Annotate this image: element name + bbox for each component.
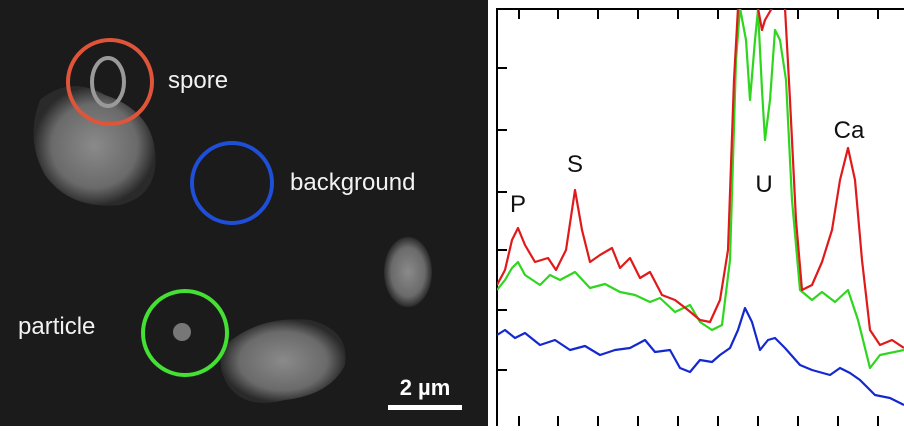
spore-marker [66,38,154,126]
particle-marker [141,289,229,377]
particle-body [173,323,191,341]
micrograph: spore background particle 2 µm [0,0,488,426]
tick-marks [497,9,879,426]
peak-label: P [510,191,526,218]
background-spectrum [497,306,904,406]
background-label: background [290,169,415,196]
peak-label: S [567,151,583,178]
peak-label: U [755,171,772,198]
left-ticks [497,67,507,371]
background-marker [190,141,274,225]
spectrum-frame [496,8,904,431]
scale-bar [388,405,462,410]
particle-cluster [33,86,156,206]
bottom-ticks [518,416,879,426]
peak-label: Ca [834,117,865,144]
spore-spectrum [497,9,904,349]
spore-body [90,56,126,108]
particle-cluster [384,237,432,307]
spore-label: spore [168,67,228,94]
particle-label: particle [18,313,95,340]
particle-cluster [220,319,346,403]
scale-bar-label: 2 µm [400,375,451,400]
spectrum: P S U Ca [496,8,904,431]
